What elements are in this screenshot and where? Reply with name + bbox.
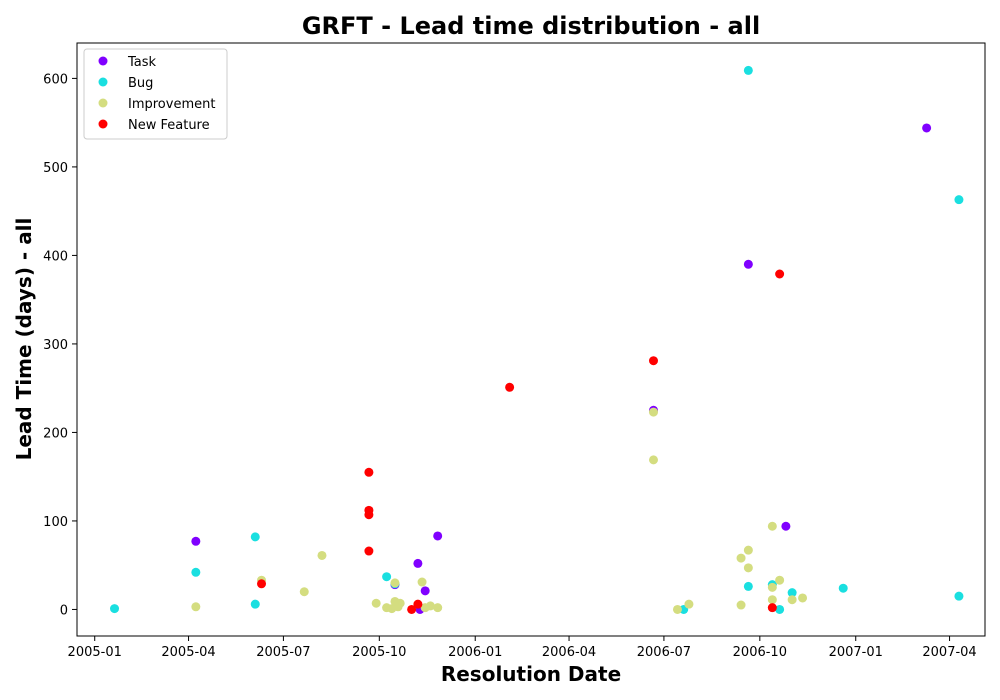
data-point [407,604,417,614]
data-point [838,583,848,593]
data-point [743,65,753,75]
x-axis: 2005-01 2005-04 2005-07 2005-10 2006-01 2006-… [68,636,977,660]
series-new-feature [257,269,785,614]
plot-area: 2005-01 2005-04 2005-07 2005-10 2006-01 2006-… [43,42,986,660]
x-tick-label: 2006-04 [542,645,596,660]
data-point [250,599,260,609]
y-axis: 0 100 200 300 400 500 600 [43,72,77,618]
legend-label: New Feature [128,118,210,133]
data-point [395,598,405,608]
data-point [364,467,374,477]
legend-label: Bug [128,76,153,91]
x-tick-label: 2006-01 [448,645,502,660]
chart-title: GRFT - Lead time distribution - all [302,12,760,40]
x-tick-label: 2005-01 [68,645,122,660]
legend-marker [98,56,108,66]
legend-marker [98,98,108,108]
data-points [110,65,964,614]
data-point [191,567,201,577]
data-point [743,259,753,269]
legend-box [83,48,228,140]
data-point [767,521,777,531]
data-point [364,546,374,556]
data-point [257,579,267,589]
data-point [191,536,201,546]
data-point [425,601,435,611]
data-point [364,510,374,520]
data-point [954,591,964,601]
data-point [767,603,777,613]
data-point [775,269,785,279]
data-point [767,595,777,605]
data-point [648,407,658,417]
legend-marker [98,77,108,87]
data-point [250,532,260,542]
data-point [922,123,932,133]
data-point [672,604,682,614]
data-point [775,575,785,585]
data-point [317,550,327,560]
data-point [767,582,777,592]
data-point [736,600,746,610]
x-tick-label: 2005-07 [256,645,310,660]
data-point [781,521,791,531]
data-point [382,572,392,582]
y-tick-label: 300 [43,338,68,353]
data-point [413,599,423,609]
x-tick-label: 2007-01 [829,645,883,660]
data-point [954,195,964,205]
x-tick-label: 2007-04 [922,645,976,660]
data-point [505,382,515,392]
data-point [798,593,808,603]
plot-frame [76,42,986,637]
series-improvement [191,407,808,614]
data-point [390,578,400,588]
x-axis-label: Resolution Date [441,662,621,686]
data-point [433,603,443,613]
legend-marker [98,119,108,129]
data-point [413,558,423,568]
x-tick-label: 2006-07 [637,645,691,660]
y-tick-label: 0 [60,603,68,618]
data-point [787,588,797,598]
data-point [420,586,430,596]
data-point [110,604,120,614]
data-point [743,563,753,573]
legend: Task Bug Improvement New Feature [83,48,228,140]
y-tick-label: 500 [43,161,68,176]
data-point [775,604,785,614]
data-point [299,587,309,597]
y-tick-label: 100 [43,515,68,530]
data-point [743,545,753,555]
data-point [371,598,381,608]
legend-label: Task [127,55,157,70]
data-point [743,581,753,591]
series-bug [110,65,964,614]
y-tick-label: 200 [43,426,68,441]
x-tick-label: 2006-10 [733,645,787,660]
data-point [191,602,201,612]
y-tick-label: 400 [43,249,68,264]
y-tick-label: 600 [43,72,68,87]
data-point [648,455,658,465]
data-point [684,599,694,609]
legend-label: Improvement [128,97,215,112]
x-tick-label: 2005-10 [352,645,406,660]
data-point [433,531,443,541]
data-point [648,356,658,366]
series-task [191,123,932,614]
x-tick-label: 2005-04 [161,645,215,660]
data-point [736,553,746,563]
data-point [417,577,427,587]
y-axis-label: Lead Time (days) - all [12,218,36,461]
data-point [787,595,797,605]
